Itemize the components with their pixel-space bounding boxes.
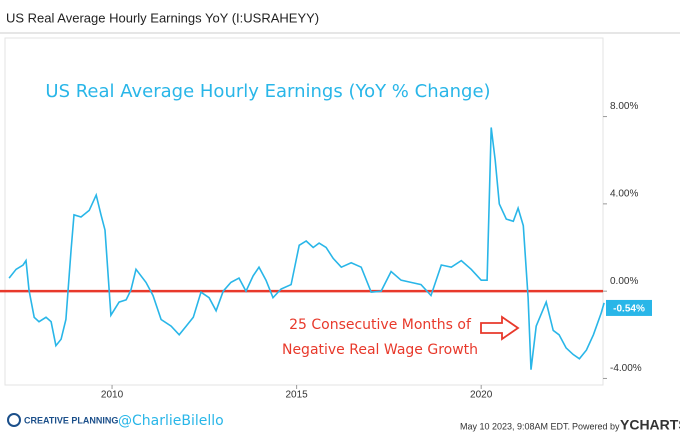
brand-logo: [7, 413, 21, 427]
y-tick-label: 8.00%: [610, 101, 638, 112]
date: May 10 2023, 9:08AM EDT.: [460, 421, 570, 431]
plot-frame: [4, 37, 604, 386]
annotation: Negative Real Wage Growth: [282, 342, 478, 358]
y-tick-label: 4.00%: [610, 189, 638, 200]
arrow: [480, 315, 520, 341]
series-line: [8, 127, 605, 370]
footer: CREATIVE PLANNING @CharlieBilello May 10…: [7, 413, 680, 433]
brand: CREATIVE PLANNING: [24, 415, 118, 425]
chart-title: US Real Average Hourly Earnings (YoY % C…: [45, 81, 490, 102]
y-tick-label: -4.00%: [610, 363, 642, 374]
last-value-box: [606, 299, 652, 316]
last-value-label: -0.54%: [613, 304, 645, 315]
y-tick-label: 0.00%: [610, 276, 638, 287]
x-tick-label: 2015: [285, 390, 308, 401]
x-tick-label: 2010: [101, 390, 124, 401]
annotation: 25 Consecutive Months of: [289, 317, 472, 333]
source: YCHARTS: [620, 417, 680, 433]
page-title: US Real Average Hourly Earnings YoY (I:U…: [6, 10, 319, 25]
handle: @CharlieBilello: [118, 413, 224, 429]
x-tick-label: 2020: [470, 390, 493, 401]
powered-by: Powered by: [572, 421, 620, 431]
